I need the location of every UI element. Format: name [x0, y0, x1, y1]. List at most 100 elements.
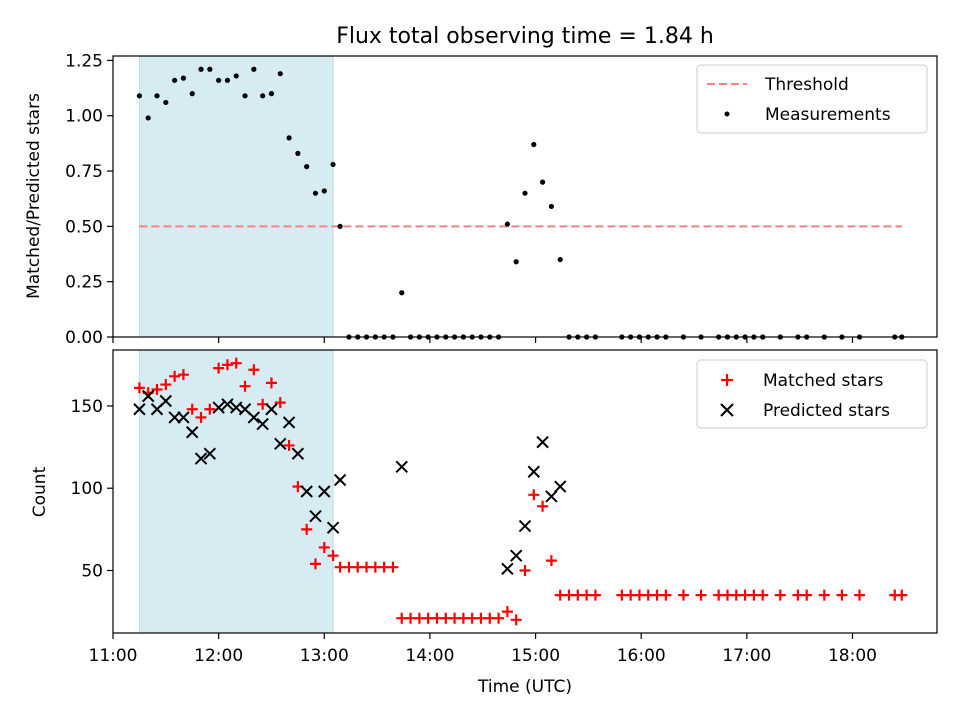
- matched-star-point: [221, 359, 233, 371]
- measurement-point: [207, 66, 213, 72]
- matched-star-point: [195, 411, 207, 423]
- predicted-star-point: [318, 485, 331, 498]
- predicted-star-point: [395, 460, 408, 474]
- flux-ratio-panel: 0.00 0.25 0.50 0.75 1.00 1.25 Flux total obse…: [24, 24, 938, 348]
- matched-star-point: [265, 377, 277, 389]
- x-axis-ticks: 11:00 12:00 13:00 14:00 15:00 16:00 17:00 18:00: [89, 633, 877, 666]
- measurement-point: [224, 77, 231, 83]
- matched-star-point: [896, 589, 908, 601]
- measurement-point: [136, 93, 143, 99]
- legend-label-threshold: Threshold: [764, 75, 849, 95]
- predicted-star-point: [554, 480, 567, 493]
- matched-star-point: [677, 589, 689, 601]
- matched-star-point: [510, 614, 522, 626]
- y-tick-label: 0.50: [65, 217, 103, 237]
- predicted-star-point: [545, 490, 558, 503]
- measurement-point: [145, 115, 151, 121]
- matched-star-point: [519, 564, 531, 576]
- measurements-legend-marker: [724, 111, 730, 117]
- matched-stars-series: [133, 357, 908, 626]
- measurement-point: [399, 290, 405, 296]
- predicted-star-point: [333, 473, 347, 487]
- matched-star-point: [133, 382, 145, 394]
- measurement-point: [304, 164, 310, 170]
- plot-frame: [112, 349, 938, 634]
- predicted-star-point: [247, 411, 261, 424]
- predicted-stars-legend-marker: [720, 403, 734, 417]
- matched-star-point: [327, 550, 339, 562]
- measurement-point: [242, 93, 248, 99]
- matched-star-point: [186, 403, 198, 415]
- y-tick-label: 0.75: [65, 162, 103, 182]
- matched-star-point: [774, 589, 786, 601]
- measurement-point: [154, 93, 160, 99]
- legend-box: [696, 359, 928, 429]
- x-tick-label: 15:00: [511, 646, 560, 666]
- y-tick-label: 0.00: [65, 328, 103, 348]
- x-tick-label: 14:00: [405, 646, 454, 666]
- matched-star-point: [387, 561, 399, 573]
- measurement-point: [163, 99, 169, 106]
- x-tick-label: 13:00: [300, 646, 349, 666]
- predicted-star-point: [203, 447, 217, 460]
- measurement-point: [504, 221, 510, 227]
- y-axis-ticks: 0.00 0.25 0.50 0.75 1.00 1.25: [65, 51, 113, 348]
- measurement-point: [522, 190, 528, 196]
- shaded-time-span: [138, 55, 334, 338]
- measurement-point: [548, 203, 555, 210]
- measurement-point: [540, 179, 546, 185]
- matched-star-point: [301, 523, 313, 535]
- measurement-point: [233, 73, 239, 79]
- predicted-star-point: [326, 521, 340, 534]
- matched-star-point: [283, 439, 295, 451]
- predicted-star-point: [536, 435, 549, 449]
- measurement-point: [513, 259, 519, 265]
- measurement-point: [286, 135, 292, 141]
- predicted-star-point: [309, 509, 322, 523]
- matched-star-point: [801, 589, 813, 601]
- y-tick-label: 1.00: [65, 107, 103, 127]
- matched-star-point: [528, 489, 540, 501]
- measurement-point: [321, 188, 327, 194]
- predicted-star-point: [509, 549, 523, 562]
- predicted-stars-series: [133, 389, 567, 576]
- measurement-point: [557, 256, 563, 263]
- predicted-star-point: [300, 485, 313, 498]
- legend-label-measurements: Measurements: [765, 105, 891, 125]
- matched-star-point: [818, 589, 830, 601]
- matched-star-point: [493, 612, 505, 624]
- x-axis-label: Time (UTC): [477, 677, 572, 697]
- measurement-point: [251, 66, 257, 72]
- chart-title: Flux total observing time = 1.84 h: [336, 24, 714, 49]
- measurement-point: [312, 190, 319, 196]
- measurement-point: [330, 161, 336, 168]
- x-tick-label: 17:00: [722, 646, 771, 666]
- predicted-star-point: [501, 562, 514, 576]
- shaded-time-span: [138, 349, 334, 634]
- x-tick-label: 16:00: [617, 646, 666, 666]
- matched-star-point: [230, 357, 242, 369]
- matched-star-point: [695, 589, 707, 601]
- predicted-star-point: [133, 403, 146, 416]
- measurement-point: [198, 66, 204, 72]
- predicted-star-point: [212, 401, 225, 414]
- matched-star-point: [239, 380, 251, 392]
- measurement-point: [180, 75, 187, 81]
- x-axis-ticks: [112, 337, 854, 343]
- matched-star-point: [160, 379, 172, 391]
- y-tick-label: 1.25: [65, 51, 103, 71]
- legend: Matched stars Predicted stars: [696, 359, 928, 429]
- legend-label-predicted-stars: Predicted stars: [763, 401, 890, 421]
- matched-star-point: [836, 589, 848, 601]
- matched-star-point: [151, 383, 163, 395]
- matched-star-point: [309, 558, 321, 570]
- y-tick-label: 150: [71, 397, 103, 417]
- y-tick-label: 50: [81, 561, 103, 581]
- predicted-star-point: [221, 398, 234, 411]
- matched-star-point: [204, 403, 216, 415]
- predicted-star-point: [518, 519, 532, 533]
- matched-star-point: [537, 500, 549, 512]
- matched-star-point: [589, 589, 601, 601]
- matched-star-point: [169, 370, 181, 382]
